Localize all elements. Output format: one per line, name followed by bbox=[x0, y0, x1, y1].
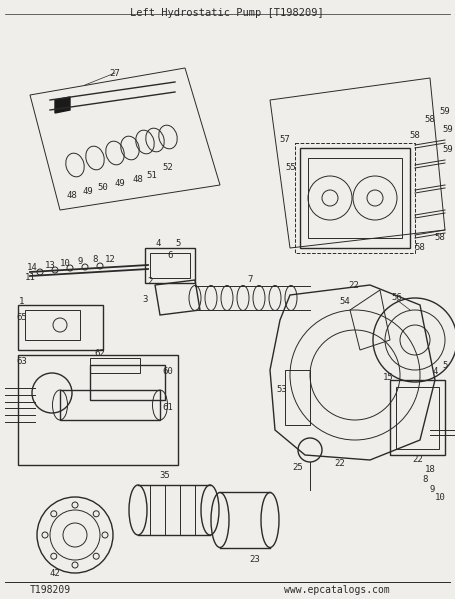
Text: 11: 11 bbox=[25, 274, 35, 283]
Text: 3: 3 bbox=[142, 295, 148, 304]
Text: 22: 22 bbox=[413, 455, 423, 464]
Text: 61: 61 bbox=[162, 404, 173, 413]
Text: 62: 62 bbox=[95, 349, 106, 358]
Text: 14: 14 bbox=[27, 264, 37, 273]
Text: 7: 7 bbox=[248, 276, 253, 285]
Text: 58: 58 bbox=[410, 131, 420, 140]
Text: 54: 54 bbox=[339, 298, 350, 307]
Text: 13: 13 bbox=[45, 261, 56, 270]
Text: 59: 59 bbox=[443, 126, 453, 135]
Bar bbox=[390, 380, 445, 455]
Text: 59: 59 bbox=[443, 146, 453, 155]
Text: 10: 10 bbox=[60, 259, 71, 268]
Polygon shape bbox=[55, 97, 70, 113]
Text: 52: 52 bbox=[162, 164, 173, 173]
Text: 8: 8 bbox=[422, 476, 428, 485]
Bar bbox=[396, 387, 439, 449]
Bar bbox=[300, 148, 410, 248]
Text: 1: 1 bbox=[19, 298, 25, 307]
Text: 58: 58 bbox=[435, 234, 445, 243]
Text: 23: 23 bbox=[250, 555, 260, 564]
Text: 8: 8 bbox=[92, 256, 98, 265]
Text: 9: 9 bbox=[77, 258, 83, 267]
Bar bbox=[150, 253, 190, 278]
Bar bbox=[18, 305, 103, 350]
Text: 42: 42 bbox=[50, 568, 61, 577]
Bar bbox=[60, 390, 160, 420]
Text: 10: 10 bbox=[435, 494, 445, 503]
Text: 5: 5 bbox=[442, 361, 448, 370]
Text: 53: 53 bbox=[277, 386, 288, 395]
Text: 48: 48 bbox=[66, 190, 77, 199]
Text: 2: 2 bbox=[147, 277, 153, 286]
Text: 57: 57 bbox=[280, 135, 290, 144]
Text: T198209: T198209 bbox=[30, 585, 71, 595]
Bar bbox=[308, 158, 402, 238]
Text: 50: 50 bbox=[98, 183, 108, 192]
Text: 58: 58 bbox=[425, 116, 435, 125]
Bar bbox=[25, 310, 80, 340]
Bar bbox=[295, 143, 415, 253]
Text: 51: 51 bbox=[147, 171, 157, 180]
Text: 27: 27 bbox=[110, 68, 121, 77]
Text: 63: 63 bbox=[17, 358, 27, 367]
Text: 12: 12 bbox=[105, 256, 116, 265]
Text: 5: 5 bbox=[175, 240, 181, 249]
Text: 9: 9 bbox=[430, 486, 435, 495]
Text: 18: 18 bbox=[425, 465, 435, 474]
Bar bbox=[145, 248, 195, 283]
Text: 48: 48 bbox=[132, 174, 143, 183]
Text: 59: 59 bbox=[440, 107, 450, 116]
Text: 4: 4 bbox=[155, 240, 161, 249]
Text: www.epcatalogs.com: www.epcatalogs.com bbox=[284, 585, 390, 595]
Text: 56: 56 bbox=[392, 294, 402, 302]
Bar bbox=[90, 358, 140, 373]
Text: 25: 25 bbox=[293, 462, 303, 471]
Bar bbox=[18, 355, 178, 465]
Text: 58: 58 bbox=[415, 244, 425, 253]
Text: 49: 49 bbox=[83, 186, 93, 195]
Bar bbox=[285, 370, 310, 425]
Text: 55: 55 bbox=[286, 164, 296, 173]
Text: 49: 49 bbox=[115, 180, 126, 189]
Text: 15: 15 bbox=[383, 373, 394, 382]
Text: 6: 6 bbox=[167, 250, 173, 259]
Text: 35: 35 bbox=[160, 470, 170, 480]
Text: 4: 4 bbox=[432, 368, 438, 377]
Text: Left Hydrostatic Pump [T198209]: Left Hydrostatic Pump [T198209] bbox=[130, 8, 324, 18]
Text: 22: 22 bbox=[334, 458, 345, 467]
Text: 22: 22 bbox=[349, 282, 359, 291]
Text: 60: 60 bbox=[162, 368, 173, 377]
Text: 65: 65 bbox=[17, 313, 27, 322]
